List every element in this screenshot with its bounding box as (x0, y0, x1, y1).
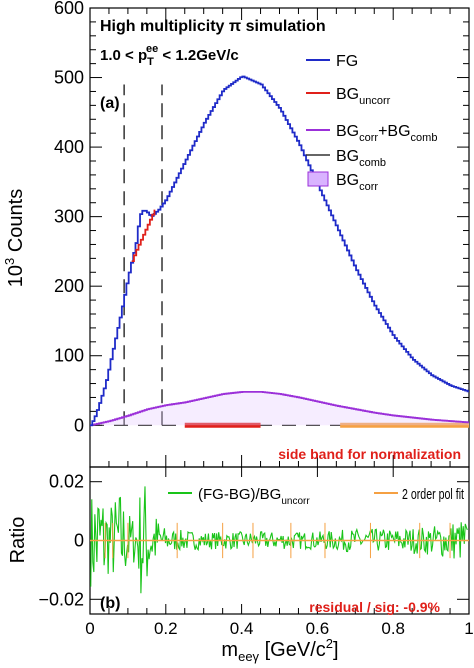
bottom-y-axis-label: Ratio (7, 517, 29, 564)
bottom-y-tick-label-0: 0.02 (49, 472, 84, 492)
x-tick-label-0: 0 (85, 619, 94, 638)
top-y-tick-label-3: 300 (54, 207, 84, 227)
x-axis-label: meeγ [GeV/c2] (221, 636, 338, 664)
legend-bgcomb: BGcomb (336, 148, 386, 169)
top-plot-area (90, 75, 469, 428)
top-y-axis-label: 103 Counts (2, 189, 27, 287)
series-ratio (90, 486, 468, 594)
legend-bgcorr-comb: BGcorr+BGcomb (336, 123, 437, 144)
bottom-legend: (FG-BG)/BGuncorr 2 order pol fit (168, 486, 465, 507)
bgcorr-fill (90, 391, 469, 426)
title-line2: 1.0 < pTee < 1.2GeV/c (100, 43, 239, 68)
x-tick-label-2: 0.4 (230, 619, 254, 638)
panel-b-label: (b) (100, 595, 120, 612)
top-y-tick-label-6: 600 (54, 0, 84, 18)
series-bgcorr-comb (90, 390, 469, 427)
top-y-tick-label-5: 500 (54, 68, 84, 88)
top-y-tick-label-2: 200 (54, 276, 84, 296)
legend-bguncorr: BGuncorr (336, 86, 391, 107)
x-tick-label-4: 0.8 (381, 619, 405, 638)
legend-bgcorr-box (307, 171, 329, 187)
top-y-tick-label-4: 400 (54, 137, 84, 157)
bottom-y-tick-label-1: 0 (74, 531, 84, 551)
sideband-annotation: side band for normalization (278, 446, 461, 462)
legend-bgcorr: BGcorr (336, 172, 378, 193)
top-y-ticks: 0 100 200 300 400 500 600 (54, 0, 469, 435)
bottom-y-tick-label-2: −0.02 (38, 589, 84, 609)
top-y-tick-label-1: 100 (54, 346, 84, 366)
title-line1: High multiplicity π simulation (100, 18, 326, 35)
x-ticks: 0 0.2 0.4 0.6 0.8 1 (85, 8, 474, 638)
legend-ratio: (FG-BG)/BGuncorr (198, 486, 310, 507)
legend-fg: FG (336, 53, 358, 70)
series-fg (90, 75, 469, 427)
bottom-plot-area (90, 486, 469, 594)
x-tick-label-5: 1 (464, 619, 473, 638)
x-tick-label-3: 0.6 (306, 619, 330, 638)
legend-polfit: 2 order pol fit (402, 486, 465, 503)
top-y-tick-label-0: 0 (74, 415, 84, 435)
series-bguncorr (131, 209, 156, 263)
residual-annotation: residual / sig: -0.9% (309, 599, 440, 615)
top-legend: FG BGuncorr BGcorr+BGcomb BGcomb BGcorr (306, 53, 437, 193)
x-tick-label-1: 0.2 (154, 619, 178, 638)
panel-a-label: (a) (100, 95, 120, 112)
